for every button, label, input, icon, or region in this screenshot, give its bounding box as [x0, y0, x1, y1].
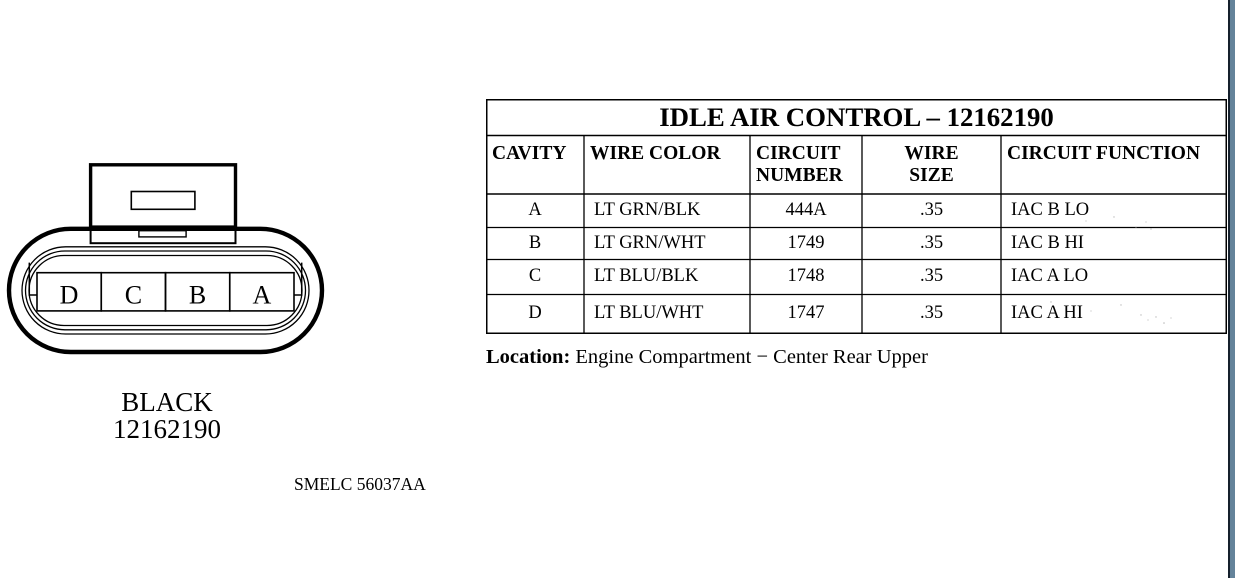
svg-text:D: D	[60, 281, 79, 310]
svg-text:C: C	[125, 281, 142, 310]
svg-text:B: B	[189, 281, 206, 310]
svg-text:A: A	[253, 281, 272, 310]
